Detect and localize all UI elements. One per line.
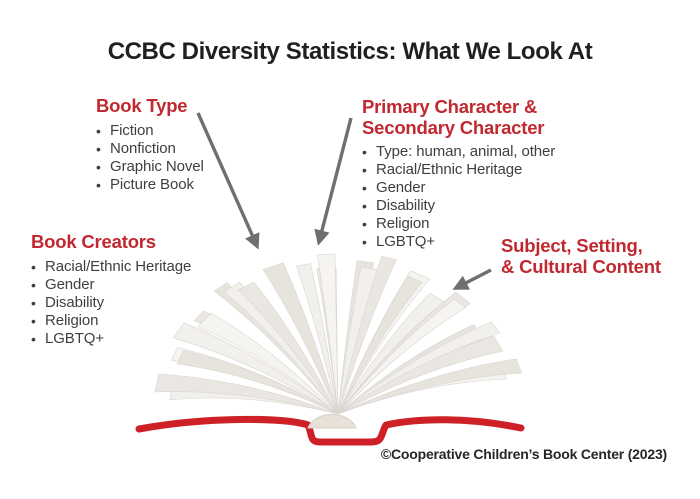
book-page bbox=[337, 270, 431, 415]
subject-setting-heading-line1: Subject, Setting, bbox=[501, 235, 643, 256]
book-page bbox=[213, 282, 339, 415]
book-page bbox=[169, 387, 339, 415]
book-page bbox=[223, 282, 339, 415]
book-creators-list: Racial/Ethnic Heritage Gender Disability… bbox=[31, 258, 191, 348]
book-type-heading: Book Type bbox=[96, 95, 188, 116]
subject-setting-heading-line2: & Cultural Content bbox=[501, 256, 661, 277]
book-page bbox=[154, 373, 339, 415]
book-page bbox=[337, 324, 486, 415]
book-page bbox=[337, 364, 508, 415]
book-pages bbox=[154, 253, 522, 415]
copyright-credit: ©Cooperative Children’s Book Center (202… bbox=[380, 446, 667, 462]
open-book-illustration bbox=[135, 253, 525, 446]
book-page bbox=[337, 298, 467, 415]
book-page bbox=[172, 322, 339, 415]
book-page bbox=[176, 350, 339, 415]
book-page bbox=[316, 267, 339, 415]
book-page bbox=[197, 312, 339, 415]
list-item: Disability bbox=[362, 197, 555, 215]
list-item: Disability bbox=[31, 294, 191, 312]
book-page bbox=[337, 321, 501, 415]
book-cover bbox=[135, 415, 525, 446]
list-item: Religion bbox=[31, 312, 191, 330]
list-item: Gender bbox=[362, 179, 555, 197]
book-page bbox=[296, 263, 339, 415]
book-creators-heading: Book Creators bbox=[31, 231, 156, 252]
list-item: Picture Book bbox=[96, 176, 204, 194]
book-page bbox=[170, 347, 339, 415]
section-subject-setting: Subject, Setting, & Cultural Content bbox=[501, 235, 661, 277]
book-page bbox=[337, 255, 397, 415]
list-item: Fiction bbox=[96, 122, 204, 140]
book-page bbox=[337, 260, 375, 415]
arrow-primary-character bbox=[314, 117, 353, 246]
list-item: Racial/Ethnic Heritage bbox=[362, 161, 555, 179]
section-book-creators: Book Creators Racial/Ethnic Heritage Gen… bbox=[31, 231, 191, 348]
book-page bbox=[337, 292, 445, 415]
list-item: Nonfiction bbox=[96, 140, 204, 158]
primary-character-list: Type: human, animal, other Racial/Ethnic… bbox=[362, 143, 555, 251]
list-item: Religion bbox=[362, 215, 555, 233]
book-page bbox=[317, 253, 339, 415]
book-page bbox=[262, 262, 339, 415]
page-title: CCBC Diversity Statistics: What We Look … bbox=[107, 38, 593, 65]
arrow-book-type bbox=[196, 112, 260, 250]
list-item: Graphic Novel bbox=[96, 158, 204, 176]
book-page bbox=[237, 281, 339, 415]
book-page bbox=[273, 275, 339, 415]
book-page bbox=[337, 291, 471, 415]
list-item: Racial/Ethnic Heritage bbox=[31, 258, 191, 276]
book-page bbox=[337, 275, 423, 415]
book-spine-arch bbox=[307, 413, 357, 429]
primary-character-heading-line2: Secondary Character bbox=[362, 117, 545, 138]
book-page bbox=[193, 310, 339, 415]
list-item: LGBTQ+ bbox=[31, 330, 191, 348]
primary-character-heading-line1: Primary Character & bbox=[362, 96, 538, 117]
list-item: Gender bbox=[31, 276, 191, 294]
book-page bbox=[337, 335, 504, 415]
list-item: LGBTQ+ bbox=[362, 233, 555, 251]
section-book-type: Book Type Fiction Nonfiction Graphic Nov… bbox=[96, 95, 204, 194]
book-page bbox=[337, 358, 522, 415]
list-item: Type: human, animal, other bbox=[362, 143, 555, 161]
book-page bbox=[337, 266, 381, 415]
arrow-subject-setting bbox=[452, 268, 492, 290]
section-primary-secondary-character: Primary Character & Secondary Character … bbox=[362, 96, 555, 251]
book-type-list: Fiction Nonfiction Graphic Novel Picture… bbox=[96, 122, 204, 194]
